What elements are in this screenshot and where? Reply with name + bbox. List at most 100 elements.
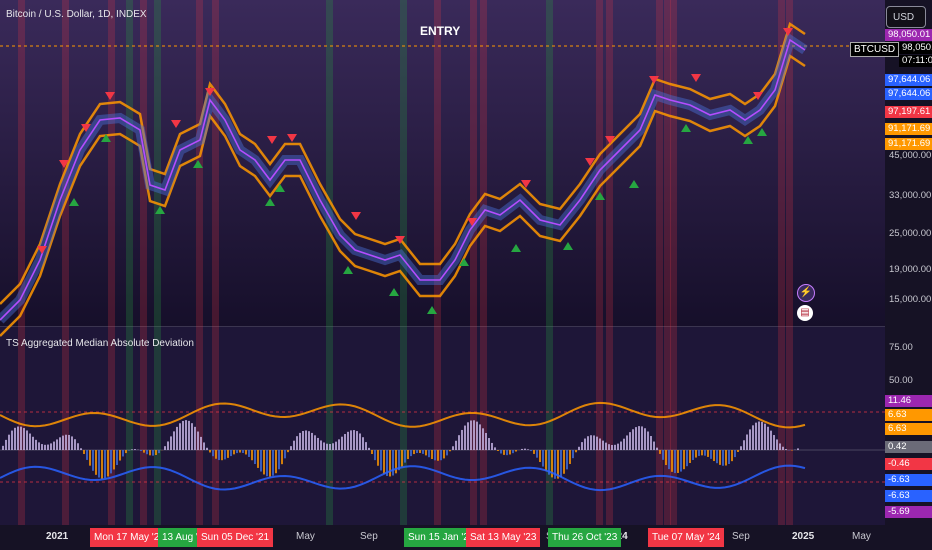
histogram-bar — [425, 450, 427, 456]
histogram-bar — [734, 450, 736, 458]
histogram-bar — [587, 436, 589, 450]
histogram-bar — [2, 445, 4, 450]
sell-signal-triangle — [205, 88, 215, 96]
histogram-bar — [479, 424, 481, 450]
lower-band-line — [0, 54, 806, 337]
x-axis-tick: May — [852, 531, 871, 542]
histogram-bar — [272, 450, 274, 476]
histogram-bar — [557, 450, 559, 479]
histogram-bar — [38, 442, 40, 450]
histogram-bar — [656, 447, 658, 450]
histogram-bar — [281, 450, 283, 465]
buy-signal-triangle — [459, 258, 469, 266]
buy-signal-triangle — [343, 266, 353, 274]
histogram-bar — [260, 450, 262, 472]
histogram-bar — [221, 450, 223, 461]
histogram-bar — [149, 450, 151, 456]
indicator-lower-band — [0, 464, 806, 492]
histogram-bar — [314, 435, 316, 450]
sell-signal-triangle — [105, 92, 115, 100]
histogram-bar — [44, 444, 46, 450]
histogram-bar — [89, 450, 91, 466]
histogram-bar — [719, 450, 721, 465]
sell-signal-triangle — [585, 158, 595, 166]
indicator-title[interactable]: TS Aggregated Median Absolute Deviation — [6, 338, 194, 349]
histogram-bar — [395, 450, 397, 474]
date-tag-buy: Sun 15 Jan '23 — [404, 528, 479, 547]
buy-signal-triangle — [511, 244, 521, 252]
histogram-bar — [374, 450, 376, 461]
x-axis-tick: Sep — [360, 531, 378, 542]
buy-signal-triangle — [155, 206, 165, 214]
histogram-bar — [770, 430, 772, 450]
histogram-bar — [629, 432, 631, 450]
histogram-bar — [497, 450, 499, 451]
histogram-bar — [197, 431, 199, 450]
histogram-bar — [269, 450, 271, 477]
histogram-bar — [764, 423, 766, 450]
histogram-bar — [524, 448, 526, 450]
histogram-bar — [290, 446, 292, 450]
buy-signal-triangle — [757, 128, 767, 136]
histogram-bar — [728, 450, 730, 465]
indicator-tag: 6.63 — [885, 423, 932, 435]
histogram-bar — [320, 440, 322, 450]
price-y-tick: 33,000.00 — [889, 190, 932, 201]
histogram-bar — [368, 447, 370, 450]
histogram-bar — [263, 450, 265, 475]
histogram-bar — [329, 443, 331, 450]
price-y-tick: 25,000.00 — [889, 228, 932, 239]
signal-band-red — [140, 0, 147, 525]
histogram-bar — [461, 429, 463, 450]
histogram-bar — [476, 421, 478, 450]
histogram-bar — [359, 433, 361, 450]
signal-band-red — [18, 0, 25, 525]
histogram-bar — [650, 436, 652, 450]
histogram-bar — [611, 444, 613, 450]
entry-label: ENTRY — [420, 24, 461, 38]
histogram-bar — [605, 442, 607, 450]
price-tag: 91,171.69 — [885, 138, 932, 150]
histogram-bar — [326, 443, 328, 450]
histogram-bar — [113, 450, 115, 470]
histogram-bar — [284, 450, 286, 459]
histogram-bar — [218, 450, 220, 461]
histogram-bar — [665, 450, 667, 466]
histogram-bar — [209, 450, 211, 453]
histogram-bar — [668, 450, 670, 470]
lightning-icon[interactable]: ⚡ — [797, 284, 815, 302]
buy-signal-triangle — [563, 242, 573, 250]
histogram-bar — [278, 450, 280, 470]
signal-band-red — [434, 0, 441, 525]
signal-band-red — [196, 0, 203, 525]
histogram-bar — [647, 431, 649, 450]
histogram-bar — [626, 435, 628, 450]
histogram-bar — [554, 450, 556, 479]
histogram-bar — [422, 450, 424, 454]
histogram-bar — [59, 437, 61, 450]
histogram-bar — [182, 420, 184, 450]
histogram-bar — [170, 436, 172, 450]
histogram-bar — [500, 450, 502, 454]
histogram-bar — [725, 450, 727, 466]
signal-band-green — [326, 0, 333, 525]
histogram-bar — [722, 450, 724, 466]
indicator-y-tick: 50.00 — [889, 375, 913, 386]
symbol-title[interactable]: Bitcoin / U.S. Dollar, 1D, INDEX — [6, 9, 147, 20]
signal-band-red — [108, 0, 115, 525]
histogram-bar — [230, 450, 232, 457]
price-panel-bg — [0, 0, 885, 326]
currency-button[interactable]: USD — [886, 6, 926, 28]
price-y-tick: 15,000.00 — [889, 294, 932, 305]
signal-band-red — [664, 0, 671, 525]
histogram-bar — [530, 450, 532, 452]
histogram-bar — [41, 444, 43, 450]
histogram-bar — [179, 423, 181, 450]
sell-signal-triangle — [649, 76, 659, 84]
histogram-bar — [452, 446, 454, 450]
signal-band-red — [62, 0, 69, 525]
histogram-bar — [377, 450, 379, 466]
histogram-bar — [389, 450, 391, 477]
